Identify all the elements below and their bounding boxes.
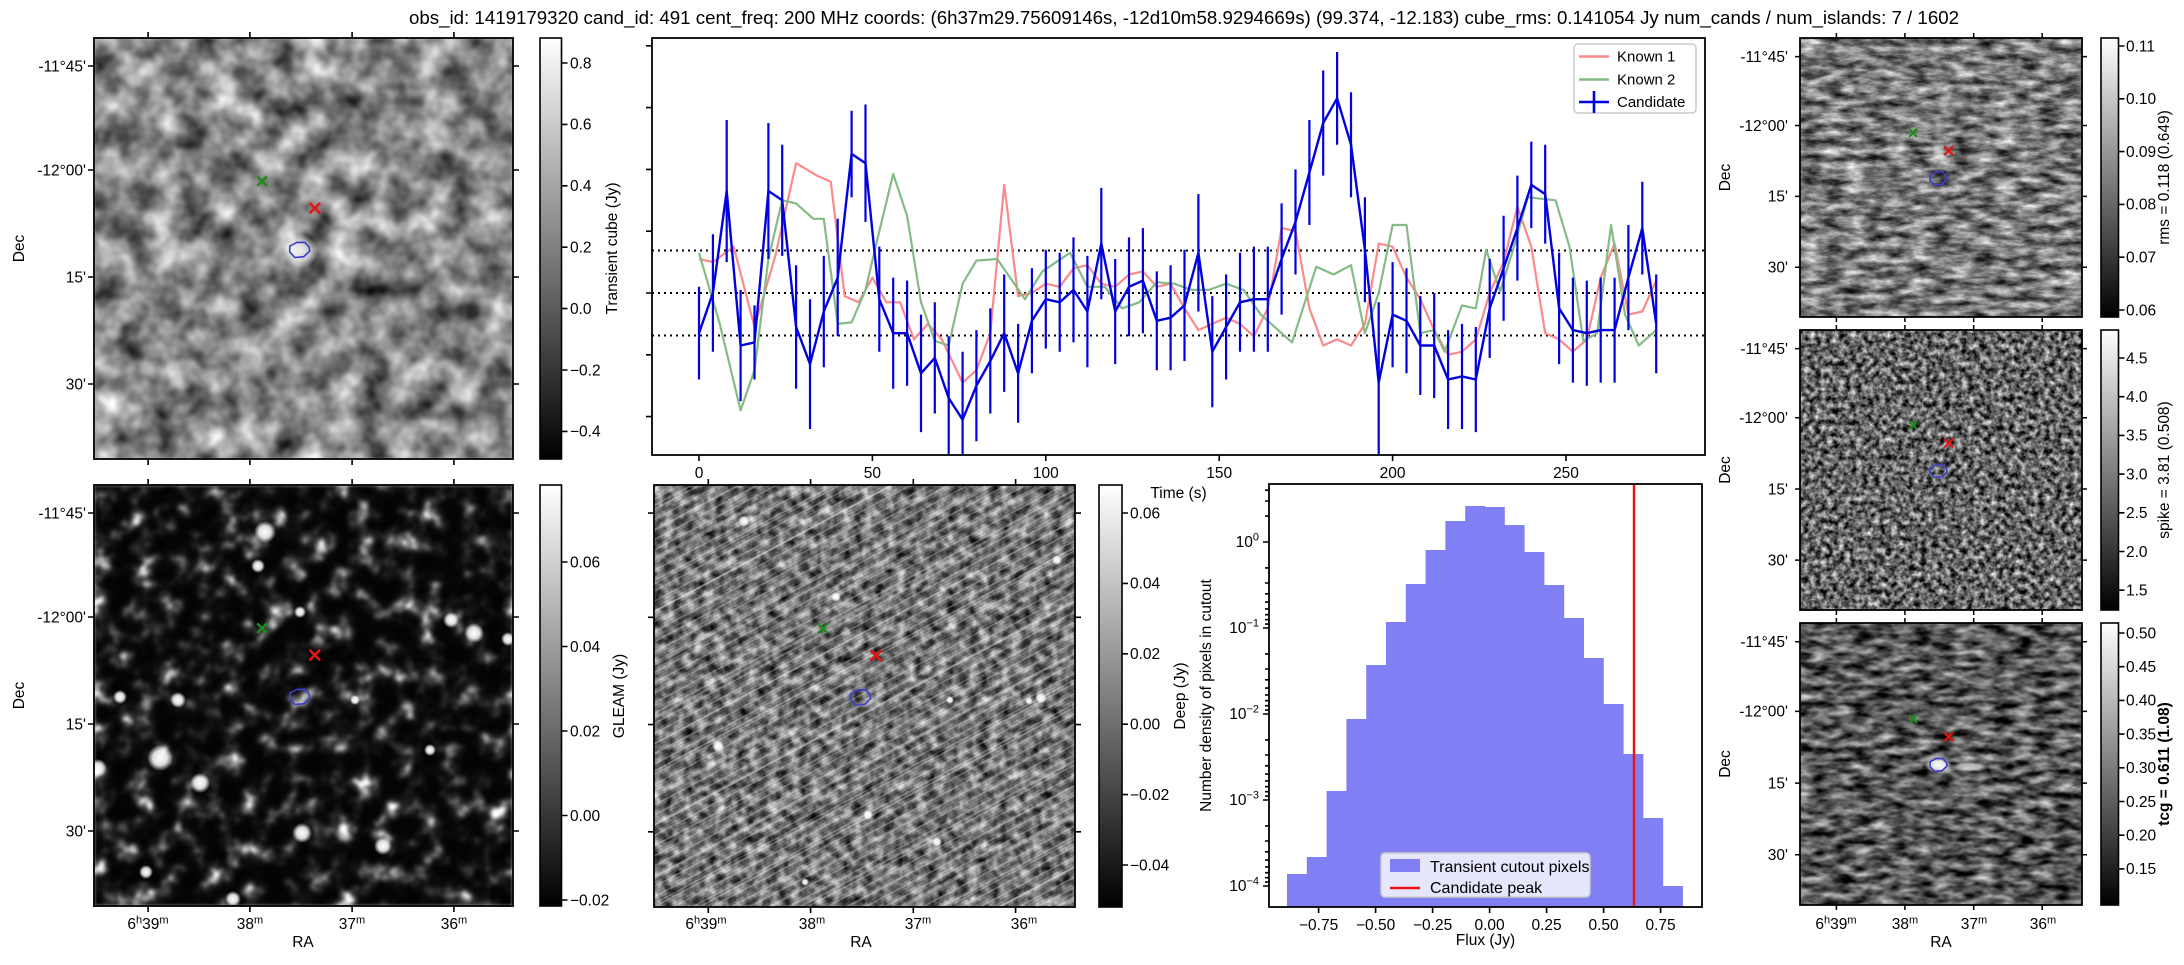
svg-text:1.5: 1.5 <box>2126 583 2148 600</box>
svg-text:−0.25: −0.25 <box>1413 917 1452 934</box>
svg-text:-12°00': -12°00' <box>1739 704 1788 721</box>
svg-text:0.20: 0.20 <box>2126 828 2157 845</box>
svg-text:0.50: 0.50 <box>2126 625 2157 642</box>
svg-text:obs_id: 1419179320 cand_id: 49: obs_id: 1419179320 cand_id: 491 cent_fre… <box>409 7 1959 29</box>
svg-text:250: 250 <box>1553 465 1579 482</box>
svg-text:Transient cutout pixels: Transient cutout pixels <box>1430 859 1589 876</box>
svg-text:0.07: 0.07 <box>2126 250 2156 267</box>
svg-text:Known 2: Known 2 <box>1617 72 1675 89</box>
svg-text:0.75: 0.75 <box>1646 917 1676 934</box>
svg-text:Dec: Dec <box>11 681 28 709</box>
svg-text:2.0: 2.0 <box>2126 544 2148 561</box>
svg-text:15': 15' <box>66 269 86 286</box>
svg-text:0.25: 0.25 <box>2126 794 2156 811</box>
svg-text:−0.02: −0.02 <box>570 892 609 909</box>
svg-text:100: 100 <box>1033 465 1059 482</box>
svg-text:50: 50 <box>864 465 882 482</box>
svg-text:-11°45': -11°45' <box>38 58 86 75</box>
svg-text:0.2: 0.2 <box>570 240 592 257</box>
svg-text:15': 15' <box>1768 189 1788 206</box>
svg-text:0.40: 0.40 <box>2126 693 2157 710</box>
svg-text:RA: RA <box>1930 934 1952 951</box>
svg-text:0.10: 0.10 <box>2126 91 2157 108</box>
svg-text:0.04: 0.04 <box>1130 576 1161 593</box>
svg-text:150: 150 <box>1206 465 1232 482</box>
svg-text:Dec: Dec <box>1717 163 1734 191</box>
svg-text:2.5: 2.5 <box>2126 505 2148 522</box>
svg-text:30': 30' <box>1768 552 1788 569</box>
svg-text:RA: RA <box>850 934 872 951</box>
svg-text:Dec: Dec <box>11 234 28 262</box>
svg-text:−0.02: −0.02 <box>1130 787 1169 804</box>
svg-text:rms = 0.118 (0.649): rms = 0.118 (0.649) <box>2156 110 2173 245</box>
svg-text:4.0: 4.0 <box>2126 389 2148 406</box>
svg-text:Transient cube (Jy): Transient cube (Jy) <box>604 182 621 314</box>
svg-text:0.09: 0.09 <box>2126 144 2156 161</box>
svg-text:-11°45': -11°45' <box>1740 49 1788 66</box>
svg-text:0.6: 0.6 <box>570 117 592 134</box>
svg-text:spike = 3.81 (0.508): spike = 3.81 (0.508) <box>2156 401 2173 538</box>
svg-text:0.0: 0.0 <box>570 301 592 318</box>
svg-text:Deep (Jy): Deep (Jy) <box>1172 662 1189 729</box>
svg-text:Known 1: Known 1 <box>1617 49 1675 66</box>
svg-text:Dec: Dec <box>1717 750 1734 778</box>
svg-text:0.50: 0.50 <box>1589 917 1620 934</box>
svg-text:30': 30' <box>1768 847 1788 864</box>
svg-text:0.00: 0.00 <box>1130 717 1161 734</box>
svg-text:0.06: 0.06 <box>1130 505 1160 522</box>
svg-text:0.11: 0.11 <box>2126 38 2155 55</box>
svg-text:3.0: 3.0 <box>2126 466 2148 483</box>
svg-text:30': 30' <box>1768 260 1788 277</box>
svg-text:tcg = 0.611 (1.08): tcg = 0.611 (1.08) <box>2156 702 2173 826</box>
svg-text:Time (s): Time (s) <box>1150 485 1206 502</box>
svg-text:0.15: 0.15 <box>2126 861 2156 878</box>
svg-text:-12°00': -12°00' <box>37 162 86 179</box>
svg-text:0.02: 0.02 <box>570 723 600 740</box>
svg-text:3.5: 3.5 <box>2126 428 2148 445</box>
svg-text:−0.2: −0.2 <box>570 362 601 379</box>
svg-text:Candidate peak: Candidate peak <box>1430 880 1543 897</box>
svg-text:200: 200 <box>1380 465 1406 482</box>
svg-text:0.25: 0.25 <box>1532 917 1562 934</box>
svg-text:-11°45': -11°45' <box>38 505 86 522</box>
svg-text:30': 30' <box>66 823 86 840</box>
svg-text:30': 30' <box>66 376 86 393</box>
svg-text:0.04: 0.04 <box>570 639 601 656</box>
svg-text:0.4: 0.4 <box>570 178 592 195</box>
svg-text:0.02: 0.02 <box>1130 646 1160 663</box>
svg-text:0.06: 0.06 <box>2126 302 2156 319</box>
svg-text:Dec: Dec <box>1717 456 1734 484</box>
svg-text:Flux (Jy): Flux (Jy) <box>1456 932 1515 949</box>
svg-text:-12°00': -12°00' <box>1739 410 1788 427</box>
svg-text:−0.04: −0.04 <box>1130 857 1170 874</box>
svg-text:15': 15' <box>1768 481 1788 498</box>
svg-text:0.00: 0.00 <box>570 808 601 825</box>
svg-text:4.5: 4.5 <box>2126 350 2148 367</box>
svg-text:-11°45': -11°45' <box>1740 634 1788 651</box>
svg-text:15': 15' <box>66 716 86 733</box>
svg-text:Candidate: Candidate <box>1617 94 1685 111</box>
svg-text:0.08: 0.08 <box>2126 197 2156 214</box>
svg-text:-12°00': -12°00' <box>37 609 86 626</box>
svg-text:-11°45': -11°45' <box>1740 341 1788 358</box>
svg-text:15': 15' <box>1768 775 1788 792</box>
svg-text:0.06: 0.06 <box>570 554 600 571</box>
svg-text:0.35: 0.35 <box>2126 726 2156 743</box>
svg-text:−0.50: −0.50 <box>1356 917 1396 934</box>
svg-text:−0.75: −0.75 <box>1299 917 1338 934</box>
svg-text:0.8: 0.8 <box>570 55 592 72</box>
svg-text:-12°00': -12°00' <box>1739 118 1788 135</box>
svg-text:−0.4: −0.4 <box>570 424 601 441</box>
svg-text:0: 0 <box>695 465 704 482</box>
svg-text:RA: RA <box>292 934 314 951</box>
svg-text:0.00: 0.00 <box>1475 917 1506 934</box>
svg-text:0.30: 0.30 <box>2126 760 2157 777</box>
svg-text:Number density of pixels in cu: Number density of pixels in cutout <box>1198 579 1215 812</box>
svg-text:0.45: 0.45 <box>2126 659 2156 676</box>
svg-text:GLEAM (Jy): GLEAM (Jy) <box>611 654 628 738</box>
